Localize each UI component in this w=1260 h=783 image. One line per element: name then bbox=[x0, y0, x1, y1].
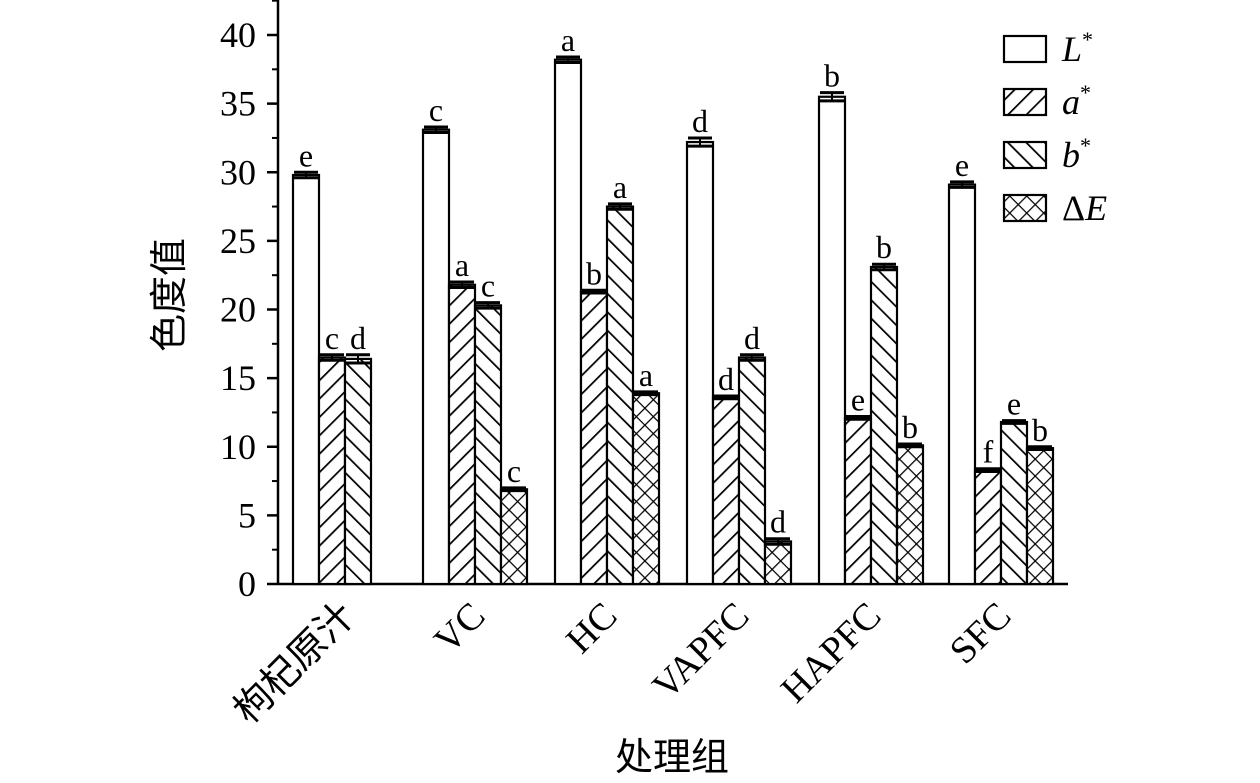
bar bbox=[973, 468, 1003, 586]
x-tick-label: 枸杞原汁 bbox=[226, 595, 363, 732]
legend-label: a* bbox=[1062, 80, 1091, 122]
y-tick-label: 25 bbox=[220, 221, 256, 261]
significance-label: f bbox=[983, 434, 994, 470]
y-tick-label: 40 bbox=[220, 15, 256, 55]
bar bbox=[843, 416, 873, 586]
significance-label: b bbox=[824, 58, 840, 94]
significance-label: e bbox=[299, 137, 313, 173]
x-tick-label: HC bbox=[558, 595, 625, 662]
significance-label: d bbox=[770, 504, 786, 540]
bar bbox=[421, 128, 451, 586]
y-tick-label: 15 bbox=[220, 358, 256, 398]
significance-label: d bbox=[692, 103, 708, 139]
x-tick-label: VC bbox=[426, 595, 493, 662]
significance-label: e bbox=[851, 382, 865, 418]
significance-label: e bbox=[1007, 386, 1021, 422]
bar bbox=[631, 392, 661, 586]
significance-label: c bbox=[507, 453, 521, 489]
bar bbox=[869, 265, 899, 586]
bar bbox=[317, 356, 347, 586]
bar bbox=[711, 396, 741, 586]
significance-label: d bbox=[350, 320, 366, 356]
y-tick-label: 5 bbox=[238, 495, 256, 535]
significance-label: b bbox=[876, 229, 892, 265]
y-tick-label: 0 bbox=[238, 564, 256, 604]
x-tick-label: HAPFC bbox=[773, 595, 889, 711]
bar bbox=[947, 183, 977, 586]
significance-label: e bbox=[955, 147, 969, 183]
significance-label: c bbox=[481, 268, 495, 304]
y-tick-label: 10 bbox=[220, 427, 256, 467]
x-tick-label: VAPFC bbox=[645, 595, 758, 708]
bar bbox=[447, 283, 477, 586]
significance-label: b bbox=[1032, 412, 1048, 448]
y-tick-label: 20 bbox=[220, 290, 256, 330]
bar bbox=[895, 444, 925, 586]
significance-label: d bbox=[744, 320, 760, 356]
significance-label: b bbox=[586, 255, 602, 291]
legend-swatch bbox=[1002, 140, 1048, 170]
significance-label: a bbox=[613, 169, 627, 205]
bar bbox=[343, 357, 373, 586]
legend-swatch bbox=[1002, 193, 1048, 223]
x-tick-label: SFC bbox=[942, 595, 1020, 673]
bar bbox=[817, 95, 847, 586]
bar bbox=[553, 58, 583, 586]
significance-label: a bbox=[561, 22, 575, 58]
legend: L* a* b* ΔE bbox=[1002, 27, 1107, 228]
significance-label: d bbox=[718, 361, 734, 397]
bar bbox=[291, 173, 321, 586]
bar bbox=[473, 304, 503, 586]
significance-label: b bbox=[902, 409, 918, 445]
y-axis-title: 色度值 bbox=[149, 238, 191, 352]
bar bbox=[763, 540, 793, 586]
legend-label: L* bbox=[1061, 27, 1093, 69]
bar bbox=[499, 488, 529, 586]
y-tick-label: 35 bbox=[220, 84, 256, 124]
significance-label: c bbox=[429, 92, 443, 128]
significance-label: c bbox=[325, 320, 339, 356]
legend-swatch bbox=[1002, 34, 1048, 64]
significance-label: a bbox=[639, 357, 653, 393]
bar bbox=[1025, 447, 1055, 586]
significance-label: a bbox=[455, 247, 469, 283]
bar bbox=[999, 420, 1029, 586]
legend-label: b* bbox=[1062, 133, 1091, 175]
legend-swatch bbox=[1002, 87, 1048, 117]
legend-label: ΔE bbox=[1062, 188, 1107, 228]
bar bbox=[737, 356, 767, 586]
x-axis-title: 处理组 bbox=[615, 737, 729, 779]
bar bbox=[579, 290, 609, 586]
y-tick-label: 30 bbox=[220, 152, 256, 192]
bar bbox=[685, 140, 715, 586]
bar bbox=[605, 205, 635, 586]
